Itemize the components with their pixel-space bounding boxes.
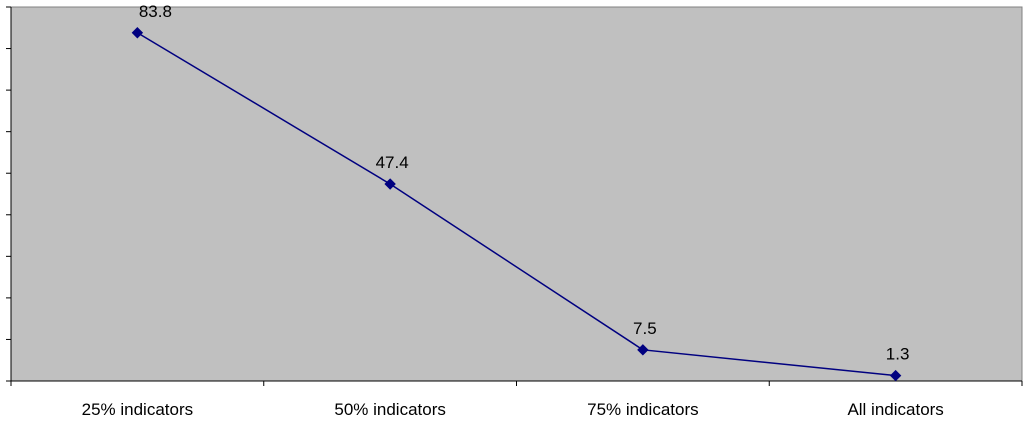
- series-line: [136, 32, 896, 377]
- series-line-group: [131, 27, 902, 382]
- data-label: 1.3: [886, 345, 910, 364]
- category-label: 75% indicators: [587, 400, 699, 419]
- data-point-marker: [637, 344, 649, 356]
- x-axis: [10, 380, 1023, 386]
- data-point-marker: [889, 369, 902, 382]
- data-point-marker: [384, 178, 396, 190]
- category-label: 50% indicators: [334, 400, 446, 419]
- data-point-marker: [131, 27, 144, 39]
- data-label: 83.8: [139, 2, 172, 21]
- data-labels: 83.8 47.4 7.5 1.3: [139, 2, 910, 364]
- category-labels: 25% indicators 50% indicators 75% indicato…: [82, 400, 944, 419]
- category-label: 25% indicators: [82, 400, 194, 419]
- plot-area: [10, 6, 1023, 382]
- data-label: 7.5: [633, 319, 657, 338]
- category-label: All indicators: [847, 400, 943, 419]
- data-label: 47.4: [376, 153, 409, 172]
- y-axis: [6, 6, 12, 382]
